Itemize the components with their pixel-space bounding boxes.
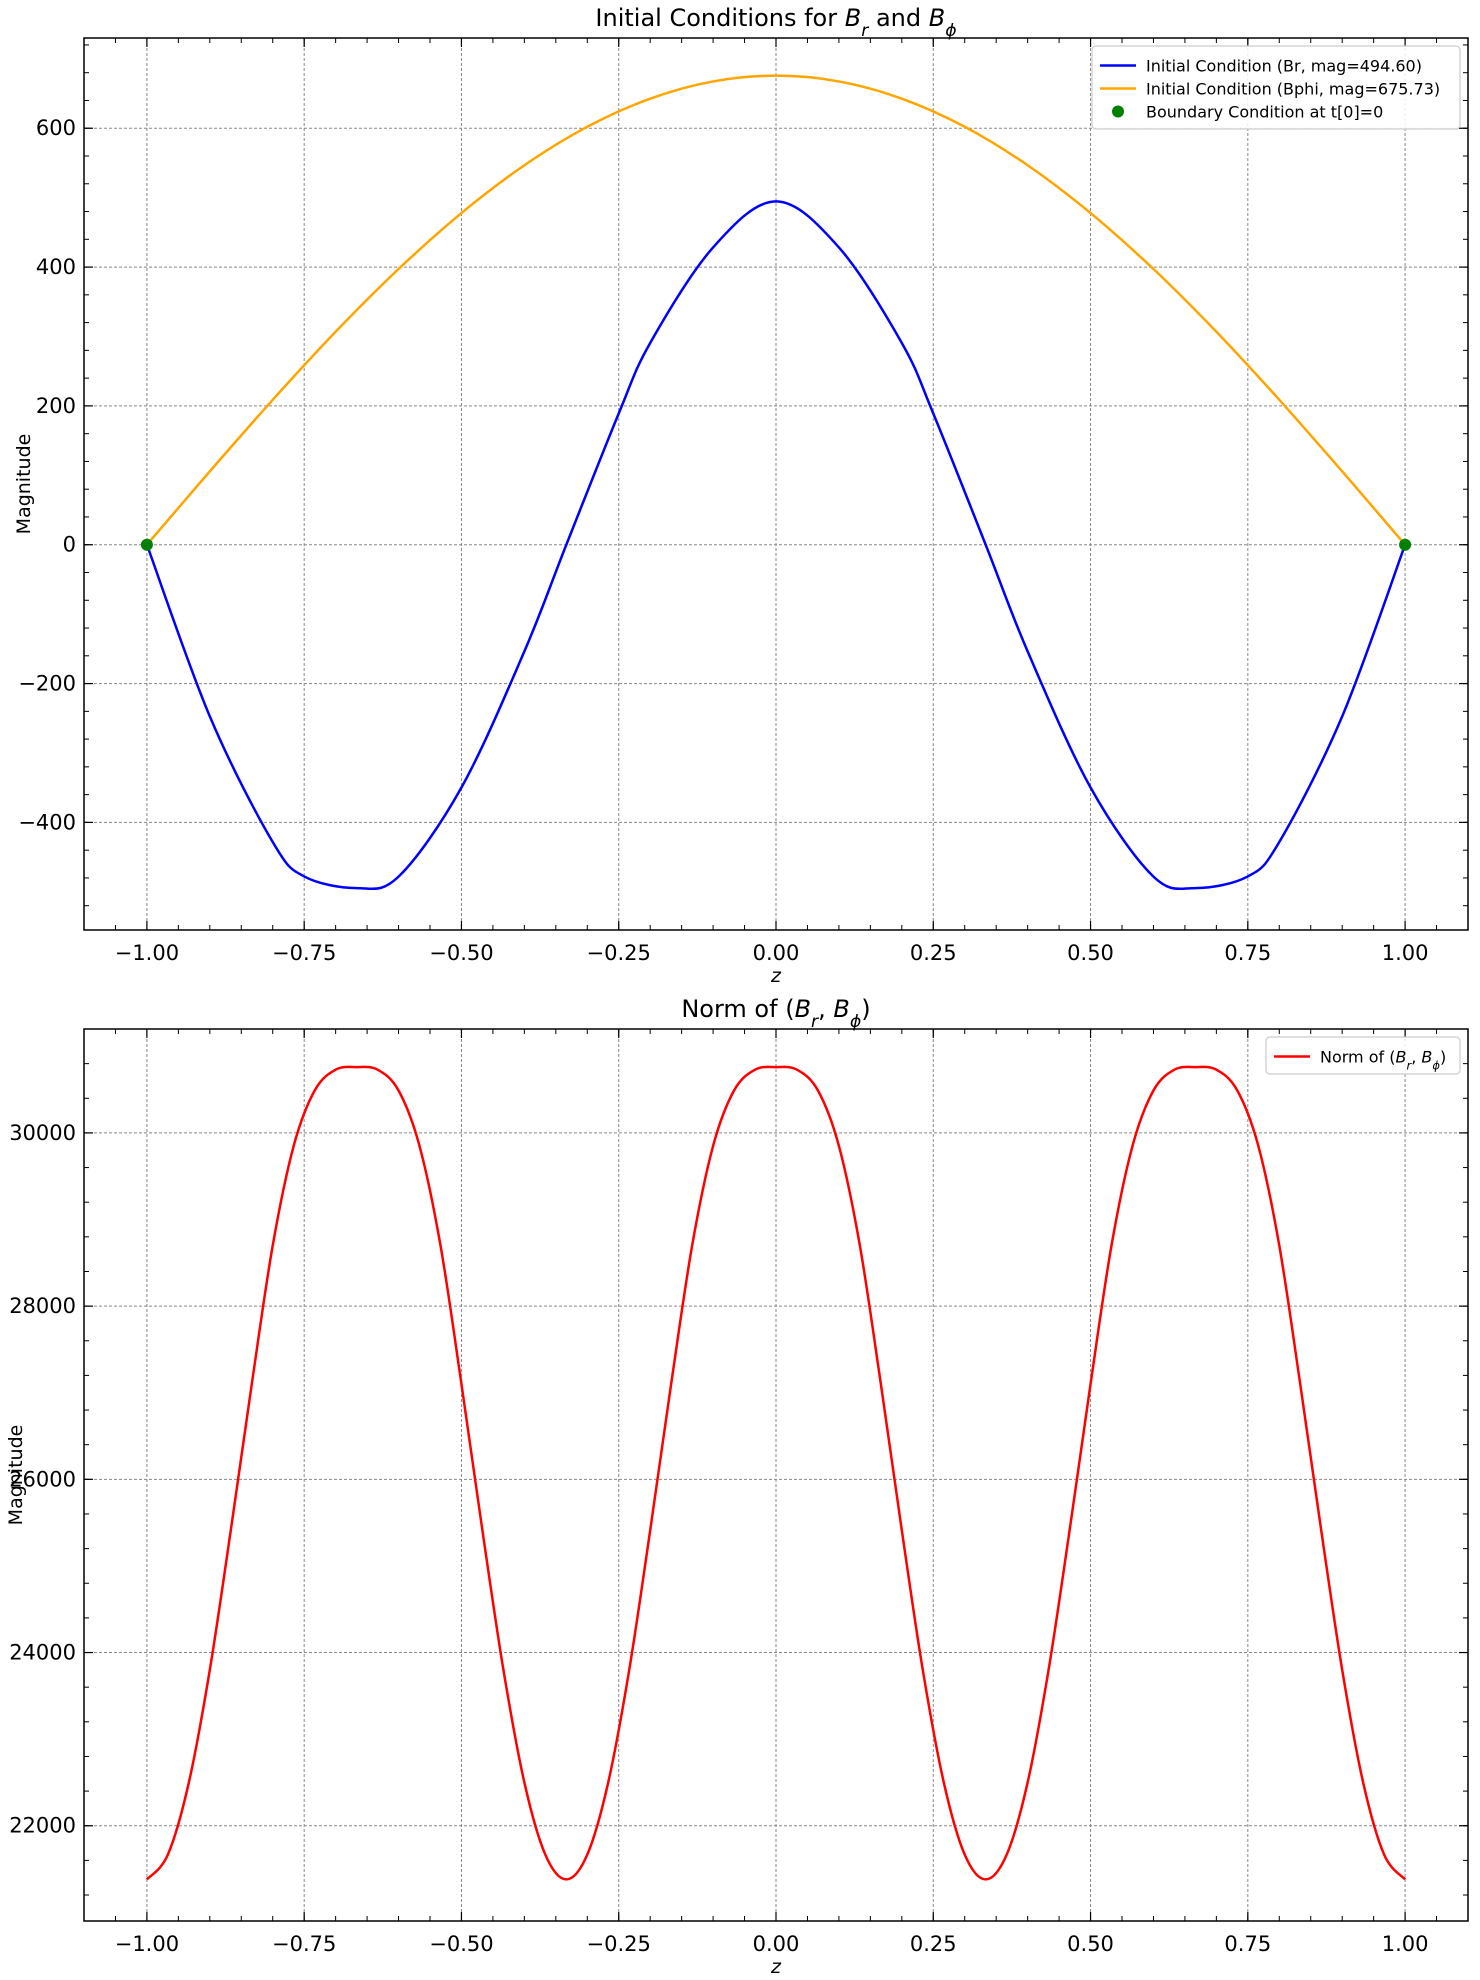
legend-box <box>1091 45 1461 130</box>
symbol-b: B <box>845 4 861 32</box>
subscript: r <box>861 21 869 41</box>
y-tick-label: −400 <box>18 810 76 834</box>
x-tick-label: 1.00 <box>1382 1932 1429 1956</box>
x-tick-label: 0.25 <box>910 941 957 965</box>
series-line-1 <box>145 74 1407 546</box>
grid <box>84 38 1468 930</box>
subscript: ϕ <box>1432 1059 1440 1073</box>
title-text: Norm of ( <box>1320 1048 1395 1067</box>
ticks: −1.00 −0.75 −0.50 −0.25 0.00 0.25 0.50 0.75 1.00… <box>9 1028 1469 1956</box>
x-tick-label: 0.50 <box>1067 941 1114 965</box>
chart-title: Norm of (Br, Bϕ) <box>681 995 870 1032</box>
title-text: ) <box>861 995 870 1023</box>
x-tick-label: −0.50 <box>429 1932 493 1956</box>
x-tick-label: 0.75 <box>1224 1932 1271 1956</box>
y-tick-label: 22000 <box>9 1814 76 1838</box>
ticks: −1.00 −0.75 −0.50 −0.25 0.00 0.25 0.50 0.75 1.00… <box>18 38 1469 965</box>
symbol-b: B <box>929 4 945 32</box>
title-text: and <box>868 4 928 32</box>
legend-box <box>1265 1036 1461 1075</box>
x-tick-label: 0.00 <box>753 941 800 965</box>
x-tick-label: −0.25 <box>587 941 651 965</box>
boundary-point <box>1399 538 1412 551</box>
x-axis-label: z <box>770 1956 782 1978</box>
x-tick-label: −1.00 <box>115 941 179 965</box>
x-tick-label: −0.25 <box>587 1932 651 1956</box>
legend-marker <box>1112 105 1124 118</box>
title-text: Norm of ( <box>681 995 794 1023</box>
symbol-b: B <box>1421 1048 1432 1067</box>
symbol-b: B <box>795 995 811 1023</box>
y-axis-label: Magnitude <box>5 1425 27 1526</box>
subscript: r <box>1406 1059 1412 1073</box>
x-tick-label: 0.25 <box>910 1932 957 1956</box>
boundary-point <box>140 538 153 551</box>
symbol-b: B <box>1395 1048 1406 1067</box>
y-tick-label: 30000 <box>9 1121 76 1145</box>
legend-label: Boundary Condition at t[0]=0 <box>1146 103 1383 122</box>
series-line-0 <box>145 1065 1407 1881</box>
y-axis-label: Magnitude <box>13 434 35 535</box>
legend-label: Norm of (Br, Bϕ) <box>1320 1048 1446 1073</box>
y-tick-label: 200 <box>36 394 76 418</box>
y-tick-label: 26000 <box>9 1467 76 1491</box>
title-text: , <box>818 995 833 1023</box>
series-line-0 <box>145 200 1407 891</box>
legend: Initial Condition (Br, mag=494.60) Initia… <box>1091 45 1461 130</box>
x-tick-label: 0.50 <box>1067 1932 1114 1956</box>
plot-area <box>145 1065 1407 1881</box>
title-text: Initial Conditions for <box>595 4 844 32</box>
y-tick-label: 28000 <box>9 1294 76 1318</box>
grid <box>84 1029 1468 1921</box>
y-tick-label: 0 <box>63 533 76 557</box>
legend-label: Initial Condition (Br, mag=494.60) <box>1146 57 1422 76</box>
x-tick-label: 1.00 <box>1382 941 1429 965</box>
y-tick-label: 400 <box>36 255 76 279</box>
subscript: ϕ <box>850 1012 861 1032</box>
y-tick-label: 24000 <box>9 1641 76 1665</box>
norm-panel: −1.00 −0.75 −0.50 −0.25 0.00 0.25 0.50 0.75 1.00… <box>5 995 1469 1978</box>
title-text: , <box>1411 1048 1421 1067</box>
x-tick-label: −0.75 <box>272 1932 336 1956</box>
plot-area <box>145 74 1407 891</box>
x-tick-label: −1.00 <box>115 1932 179 1956</box>
y-tick-label: −200 <box>18 672 76 696</box>
chart-title: Initial Conditions for Br and Bϕ <box>595 4 956 41</box>
x-tick-label: −0.50 <box>429 941 493 965</box>
legend: Norm of (Br, Bϕ) <box>1265 1036 1461 1075</box>
subscript: r <box>811 1012 819 1032</box>
x-tick-label: 0.75 <box>1224 941 1271 965</box>
legend-label: Initial Condition (Bphi, mag=675.73) <box>1146 80 1440 99</box>
y-tick-label: 600 <box>36 116 76 140</box>
x-tick-label: 0.00 <box>753 1932 800 1956</box>
symbol-b: B <box>833 995 849 1023</box>
x-axis-label: z <box>770 965 782 987</box>
initial-conditions-panel: −1.00 −0.75 −0.50 −0.25 0.00 0.25 0.50 0.75 1.00… <box>13 4 1469 987</box>
subscript: ϕ <box>945 21 956 41</box>
x-tick-label: −0.75 <box>272 941 336 965</box>
title-text: ) <box>1440 1048 1446 1067</box>
